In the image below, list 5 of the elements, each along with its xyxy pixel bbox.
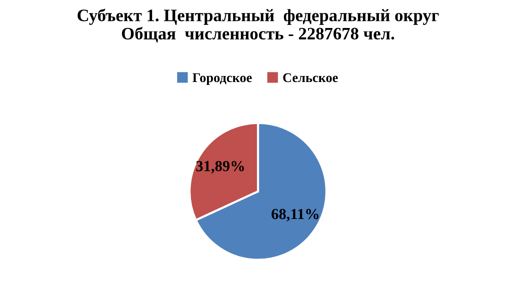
legend-label: Сельское (283, 73, 338, 82)
chart-title: Субъект 1. Центральный федеральный округ Общая численность - 2287678 чел. (78, 8, 439, 42)
data-label: 31,89% (196, 160, 244, 174)
legend-label: Городское (192, 73, 252, 85)
data-label: 68,11% (272, 208, 318, 222)
